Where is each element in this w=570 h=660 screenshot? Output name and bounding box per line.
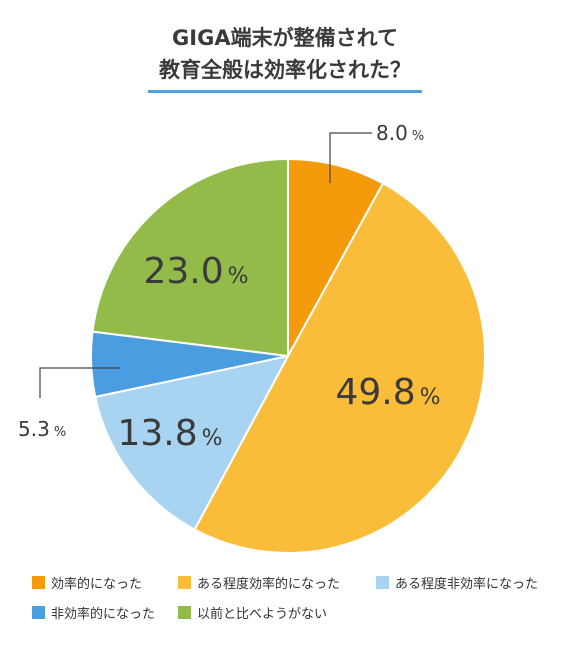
pie-chart: 8.0 % 49.8 % 13.8 % 5.3 % 23.0% [18, 121, 487, 554]
legend-label: ある程度非効率になった [395, 577, 539, 592]
data-label-3: 13.8% [117, 413, 222, 454]
legend-swatch [376, 576, 389, 589]
legend-label: 効率的になった [51, 577, 143, 592]
chart-title-line2: 教育全般は効率化された？ [159, 58, 411, 82]
legend-item-3: ある程度非効率になった [376, 573, 538, 592]
pie-slice-5 [91, 157, 289, 358]
data-label-4: 5.3% [18, 417, 66, 441]
legend-item-2: ある程度効率的になった [178, 573, 340, 592]
pie-slice-1 [287, 157, 385, 357]
data-label-2: 49.8% [335, 372, 440, 413]
data-label-5: 23.0% [143, 251, 248, 292]
legend-swatch [178, 606, 191, 619]
legend-label: 以前と比べようがない [197, 607, 328, 622]
chart-title-line1: GIGA端末が整備されて [172, 26, 398, 50]
legend-label: ある程度効率的になった [197, 577, 341, 592]
title-underline [148, 90, 422, 93]
legend-item-5: 以前と比べようがない [178, 603, 327, 622]
legend-item-4: 非効率的になった [32, 603, 155, 622]
leader-line-4 [39, 367, 120, 398]
pie-slice-2 [193, 182, 487, 554]
legend-swatch [32, 606, 45, 619]
legend-swatch [32, 576, 45, 589]
pie-slice-3 [94, 354, 290, 531]
leader-line-1 [329, 132, 372, 183]
legend-item-1: 効率的になった [32, 573, 142, 592]
data-label-1: 8.0% [376, 121, 424, 145]
legend-swatch [178, 576, 191, 589]
chart-title: GIGA端末が整備されて 教育全般は効率化された？ [0, 22, 570, 86]
legend-label: 非効率的になった [51, 607, 156, 622]
